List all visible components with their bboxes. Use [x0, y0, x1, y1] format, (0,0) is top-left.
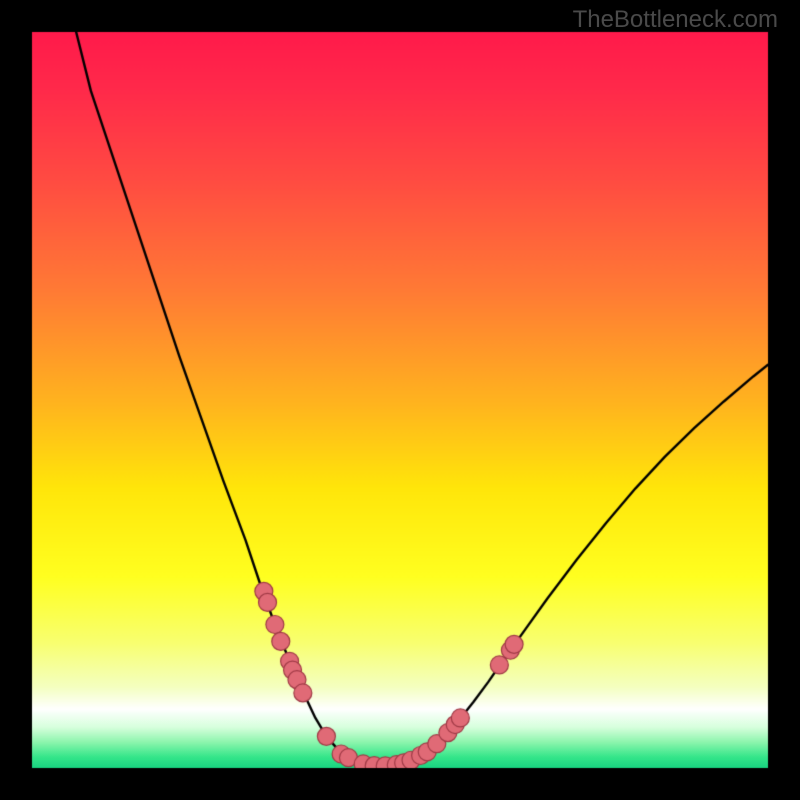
watermark-text: TheBottleneck.com: [573, 6, 778, 34]
bottleneck-chart-canvas: [0, 0, 800, 800]
chart-container: TheBottleneck.com: [0, 0, 800, 800]
